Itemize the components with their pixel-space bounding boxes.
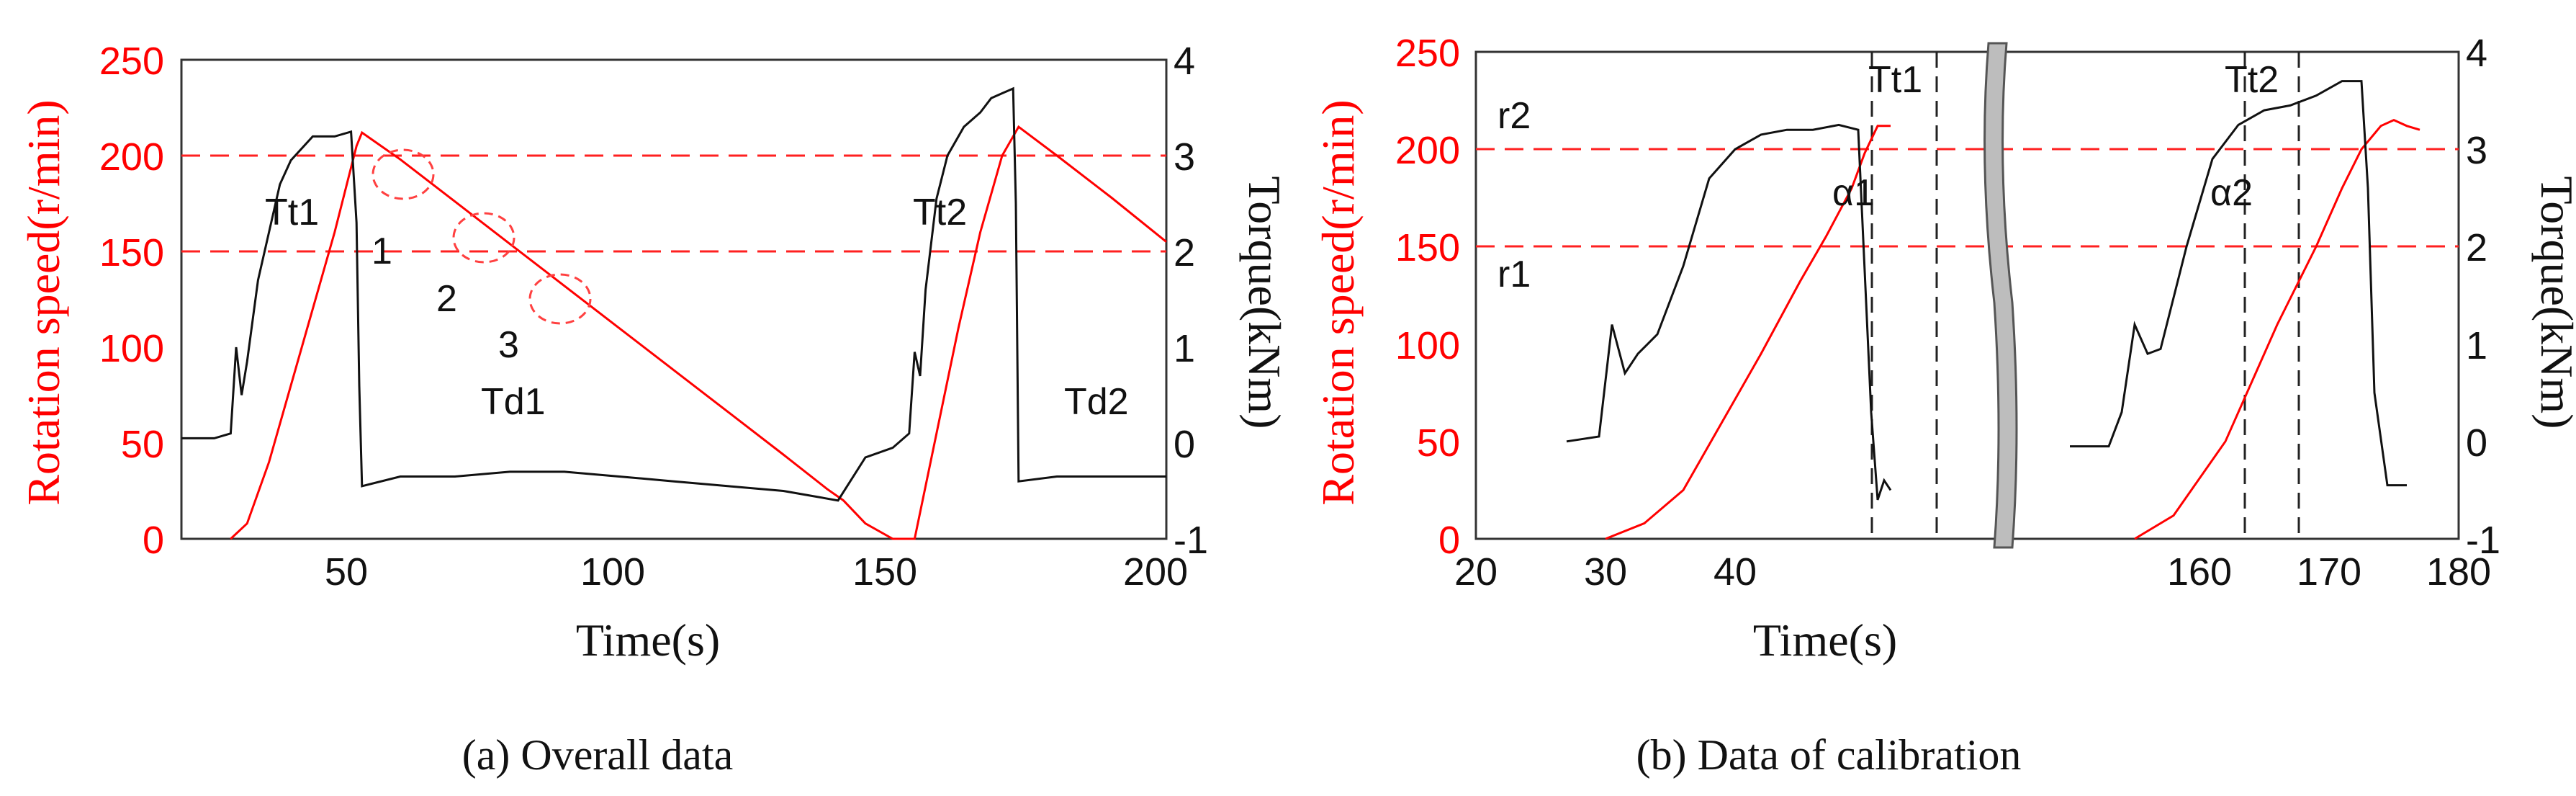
panel-a-marker-circle-3 bbox=[528, 273, 592, 325]
panel-b-annotation-r2: r2 bbox=[1498, 95, 1531, 137]
panel-a-caption: (a) Overall data bbox=[462, 731, 733, 779]
panel-a-yright-tick: 4 bbox=[1174, 40, 1195, 83]
panel-a-marker-circle-1 bbox=[371, 148, 435, 200]
panel-a-annotation-td2: Td2 bbox=[1064, 381, 1129, 423]
panel-a-yleft-tick: 100 bbox=[99, 327, 164, 370]
panel-b-yright-tick: -1 bbox=[2466, 519, 2500, 562]
panel-a-ylabel-left: Rotation speed(r/min) bbox=[18, 99, 69, 505]
panel-a-yright-tick: 1 bbox=[1174, 327, 1195, 370]
panel-a-yleft-tick: 150 bbox=[99, 231, 164, 274]
panel-b-yleft-tick: 150 bbox=[1395, 226, 1460, 269]
panel-b-annotation-r1: r1 bbox=[1498, 254, 1531, 295]
panel-a-yleft-tick: 0 bbox=[143, 519, 164, 562]
panel-b-speed-line-2 bbox=[2134, 118, 2420, 540]
panel-b-x-tick: 160 bbox=[2167, 550, 2232, 594]
panel-b-x-tick: 40 bbox=[1713, 550, 1757, 594]
panel-b-annotation-tt1: Tt1 bbox=[1868, 59, 1922, 101]
panel-a-xlabel: Time(s) bbox=[576, 614, 720, 666]
panel-a-annotation-tt2: Tt2 bbox=[913, 192, 967, 233]
panel-b-x-tick: 30 bbox=[1584, 550, 1627, 594]
panel-a-annotation-3: 3 bbox=[498, 324, 519, 366]
panel-a-yleft-tick: 250 bbox=[99, 40, 164, 83]
panel-b-yright-tick: 4 bbox=[2466, 32, 2487, 75]
panel-a-plot-frame bbox=[180, 58, 1168, 540]
panel-a-marker-circle-2 bbox=[452, 212, 515, 264]
panel-a-yright-tick: 0 bbox=[1174, 423, 1195, 466]
panel-b-annotation-tt2: Tt2 bbox=[2225, 59, 2279, 101]
panel-a-yleft-tick: 200 bbox=[99, 135, 164, 179]
panel-b-x-tick: 170 bbox=[2297, 550, 2361, 594]
panel-b-axis-break bbox=[1983, 42, 2018, 549]
panel-b-yright-tick: 2 bbox=[2466, 226, 2487, 269]
panel-b-annotation-alpha2: α2 bbox=[2210, 172, 2253, 214]
panel-a-yright-tick: 2 bbox=[1174, 231, 1195, 274]
panel-b-yleft-tick: 50 bbox=[1417, 421, 1460, 465]
panel-a-yright-tick: 3 bbox=[1174, 135, 1195, 179]
panel-a-x-tick: 50 bbox=[325, 550, 368, 594]
panel-a-yleft-tick: 50 bbox=[121, 423, 164, 466]
panel-b-yright-tick: 3 bbox=[2466, 129, 2487, 172]
panel-b: Tt1 Tt2 r1 r2 α1 α2 0 50 100 150 200 250… bbox=[1312, 32, 2576, 779]
panel-b-annotation-alpha1: α1 bbox=[1832, 172, 1875, 214]
panel-b-x-tick: 180 bbox=[2426, 550, 2491, 594]
panel-a-x-tick: 150 bbox=[852, 550, 917, 594]
panel-b-yleft-tick: 100 bbox=[1395, 324, 1460, 367]
panel-a-speed-line bbox=[230, 125, 1167, 540]
panel-b-yleft-tick: 200 bbox=[1395, 129, 1460, 172]
panel-b-yleft-tick: 250 bbox=[1395, 32, 1460, 75]
panel-b-torque-line-1 bbox=[1566, 123, 1892, 501]
panel-a-annotation-2: 2 bbox=[436, 278, 457, 320]
panel-a-annotation-tt1: Tt1 bbox=[265, 192, 319, 233]
panel-b-plot-frame bbox=[1474, 50, 2460, 540]
panel-a: Tt1 Tt2 Td1 Td2 1 2 3 0 50 100 150 200 2… bbox=[18, 40, 1290, 779]
panel-a-annotation-1: 1 bbox=[371, 231, 392, 272]
panel-a-ylabel-right: Torque(kNm) bbox=[1239, 176, 1290, 429]
panel-a-x-tick: 200 bbox=[1123, 550, 1188, 594]
panel-a-torque-line bbox=[181, 86, 1166, 502]
panel-b-caption: (b) Data of calibration bbox=[1636, 731, 2022, 779]
panel-a-annotation-td1: Td1 bbox=[481, 381, 546, 423]
panel-b-ylabel-right: Torque(kNm) bbox=[2531, 176, 2576, 429]
panel-b-yright-tick: 1 bbox=[2466, 324, 2487, 367]
panel-a-x-tick: 100 bbox=[580, 550, 645, 594]
panel-b-ylabel-left: Rotation speed(r/min) bbox=[1312, 99, 1364, 505]
panel-b-x-tick: 20 bbox=[1454, 550, 1498, 594]
panel-b-yleft-tick: 0 bbox=[1438, 519, 1460, 562]
panel-a-yright-tick: -1 bbox=[1174, 519, 1208, 562]
panel-b-xlabel: Time(s) bbox=[1753, 614, 1897, 666]
panel-b-speed-line-1 bbox=[1605, 125, 1891, 540]
panel-b-torque-line-2 bbox=[2070, 80, 2407, 487]
panel-b-yright-tick: 0 bbox=[2466, 421, 2487, 465]
